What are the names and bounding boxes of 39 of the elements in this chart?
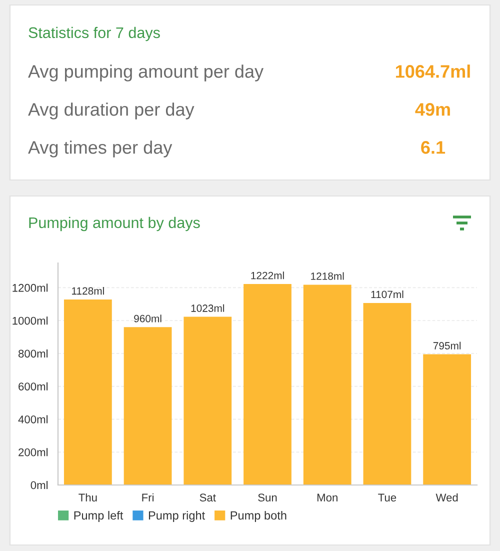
bar: [363, 302, 412, 485]
bar: [184, 316, 232, 485]
x-tick-label: Wed: [436, 493, 458, 502]
x-tick-label: Thu: [78, 493, 97, 502]
text: 6.1: [421, 141, 446, 154]
y-tick-label: 0ml: [30, 480, 48, 490]
bar: [423, 354, 472, 485]
x-tick-label: Mon: [317, 494, 338, 502]
data-label: 960ml: [134, 314, 162, 322]
bar: [124, 327, 172, 485]
legend-label: Pump right: [148, 510, 206, 522]
chart-title: Pumping amount by days: [29, 216, 200, 232]
category-label: Avg pumping amount per day: [28, 64, 264, 82]
text: 49m: [415, 103, 450, 116]
x-tick-label: Sun: [258, 494, 277, 502]
y-tick-label: 1200ml: [12, 284, 48, 292]
y-tick-label: 200ml: [18, 448, 48, 456]
data-label: 1222ml: [251, 272, 284, 280]
text: Statistics for 7 days: [28, 26, 160, 42]
legend-label: Pump both: [230, 510, 286, 522]
data-label: 1128ml: [72, 287, 104, 295]
data-label: 1023ml: [191, 304, 224, 312]
y-tick-label: 400ml: [18, 415, 48, 424]
x-tick-label: Tue: [378, 494, 396, 502]
x-tick-label: Sat: [200, 494, 216, 502]
y-tick-label: 600ml: [18, 382, 48, 390]
y-tick-label: 1000ml: [12, 316, 48, 325]
data-label: 795ml: [433, 342, 461, 350]
bar: [303, 284, 352, 485]
data-label: 1218ml: [311, 272, 344, 280]
legend-label: Pump left: [74, 510, 124, 522]
category-label: Avg times per day: [28, 140, 172, 158]
text: 1064.7ml: [396, 64, 470, 78]
bar: [64, 300, 112, 485]
bar: [244, 284, 292, 485]
y-tick-label: 800ml: [18, 349, 48, 358]
x-tick-label: Fri: [142, 493, 154, 502]
category-label: Avg duration per day: [28, 102, 194, 120]
data-label: 1107ml: [371, 290, 404, 298]
